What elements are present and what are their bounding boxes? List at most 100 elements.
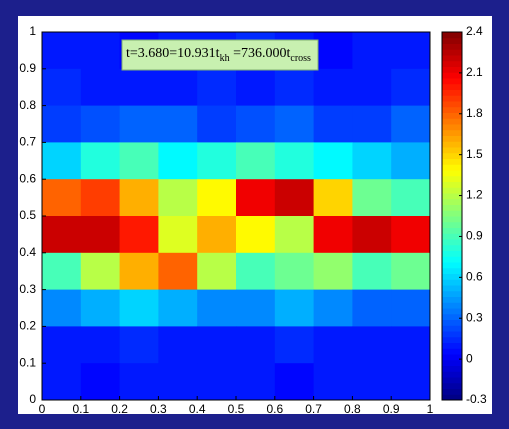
colorbar-segment	[442, 37, 462, 44]
colorbar-tick-label: 0.3	[466, 310, 483, 324]
colorbar-tick-label: 1.2	[466, 188, 483, 202]
colorbar-frame	[441, 31, 463, 401]
heatmap-cell	[352, 326, 392, 364]
heatmap-cell	[80, 216, 121, 254]
x-tick-label: 0.5	[228, 402, 245, 416]
heatmap-cell	[236, 105, 276, 143]
heatmap-cell	[313, 68, 353, 107]
heatmap-cell	[197, 68, 237, 107]
heatmap-cell	[352, 32, 392, 70]
heatmap-cell	[274, 216, 315, 254]
colorbar-segment	[442, 336, 462, 343]
heatmap-cell	[80, 289, 121, 327]
colorbar-tick-label: 0.6	[466, 270, 483, 284]
colorbar-segment	[442, 325, 462, 332]
colorbar-segment	[442, 239, 462, 246]
heatmap-cell	[274, 105, 315, 143]
colorbar-segment	[442, 348, 462, 355]
colorbar-segment	[442, 262, 462, 269]
colorbar-segment	[442, 354, 462, 361]
colorbar-segment	[442, 371, 462, 378]
heatmap-cell	[197, 252, 237, 291]
y-tick-label: 0.8	[19, 98, 36, 112]
colorbar-segment	[442, 95, 462, 102]
heatmap-cell	[352, 105, 392, 143]
colorbar-segment	[442, 147, 462, 154]
heatmap-cell	[119, 68, 159, 107]
heatmap-cell	[391, 326, 431, 364]
heatmap-cell	[80, 252, 121, 291]
heatmap-cell	[42, 216, 82, 254]
x-tick-label: 1	[427, 402, 434, 416]
colorbar-segment	[442, 233, 462, 240]
colorbar-segment	[442, 256, 462, 263]
heatmap-cell	[158, 179, 198, 217]
colorbar-segment	[442, 308, 462, 315]
colorbar-segment	[442, 296, 462, 303]
y-tick-label: 0.7	[19, 135, 36, 149]
heatmap-cell	[158, 216, 198, 254]
heatmap-cell	[274, 363, 315, 401]
colorbar-tick-label: 1.5	[466, 147, 483, 161]
heatmap-cell	[197, 105, 237, 143]
heatmap-cell	[391, 216, 431, 254]
colorbar-segment	[442, 175, 462, 182]
colorbar-tick-label: 0	[466, 351, 473, 365]
heatmap-cell	[313, 32, 353, 70]
colorbar-segment	[442, 313, 462, 320]
x-tick-label: 0.6	[266, 402, 283, 416]
y-tick-label: 0.3	[19, 282, 36, 296]
colorbar-segment	[442, 244, 462, 251]
heatmap-cell	[236, 142, 276, 180]
heatmap-cell	[274, 68, 315, 107]
heatmap-cell	[352, 142, 392, 180]
y-tick-label: 0	[29, 392, 36, 406]
colorbar-tick-label: 0.9	[466, 229, 483, 243]
colorbar-segment	[442, 106, 462, 113]
x-tick-label: 0.2	[111, 402, 128, 416]
heatmap-cell	[313, 105, 353, 143]
heatmap-cell	[80, 68, 121, 107]
colorbar-segment	[442, 49, 462, 56]
colorbar-segment	[442, 141, 462, 148]
heatmap-cell	[119, 216, 159, 254]
heatmap-cell	[158, 289, 198, 327]
heatmap-cell	[119, 179, 159, 217]
heatmap-cell	[80, 32, 121, 70]
annotation-text: t=3.680=10.931t	[126, 46, 220, 61]
heatmap-cell	[119, 105, 159, 143]
heatmap-cell	[274, 142, 315, 180]
heatmap-cell	[197, 363, 237, 401]
colorbar-segment	[442, 152, 462, 159]
colorbar-segment	[442, 319, 462, 326]
heatmap-cell	[391, 105, 431, 143]
annotation-sub: cross	[290, 53, 311, 64]
heatmap-cell	[197, 289, 237, 327]
heatmap-cell	[352, 68, 392, 107]
x-tick-label: 0.4	[189, 402, 206, 416]
heatmap-cell	[391, 363, 431, 401]
colorbar-segment	[442, 302, 462, 309]
heatmap-cell	[391, 68, 431, 107]
x-tick-label: 0.9	[383, 402, 400, 416]
heatmap-cell	[42, 252, 82, 291]
heatmap-cell	[42, 142, 82, 180]
heatmap-cell	[119, 326, 159, 364]
colorbar-segment	[442, 89, 462, 96]
colorbar-segment	[442, 118, 462, 125]
heatmap-cell	[236, 216, 276, 254]
annotation-box	[121, 39, 319, 71]
heatmap-cell	[352, 179, 392, 217]
y-tick-label: 1	[29, 24, 36, 38]
colorbar-segment	[442, 221, 462, 228]
colorbar-segment	[442, 359, 462, 366]
heatmap-cell	[80, 179, 121, 217]
y-tick-label: 0.5	[19, 208, 36, 222]
heatmap-cell	[352, 216, 392, 254]
colorbar-segment	[442, 198, 462, 205]
heatmap-cell	[158, 68, 198, 107]
colorbar-segment	[442, 170, 462, 177]
colorbar-segment	[442, 164, 462, 171]
heatmap-cell	[313, 216, 353, 254]
